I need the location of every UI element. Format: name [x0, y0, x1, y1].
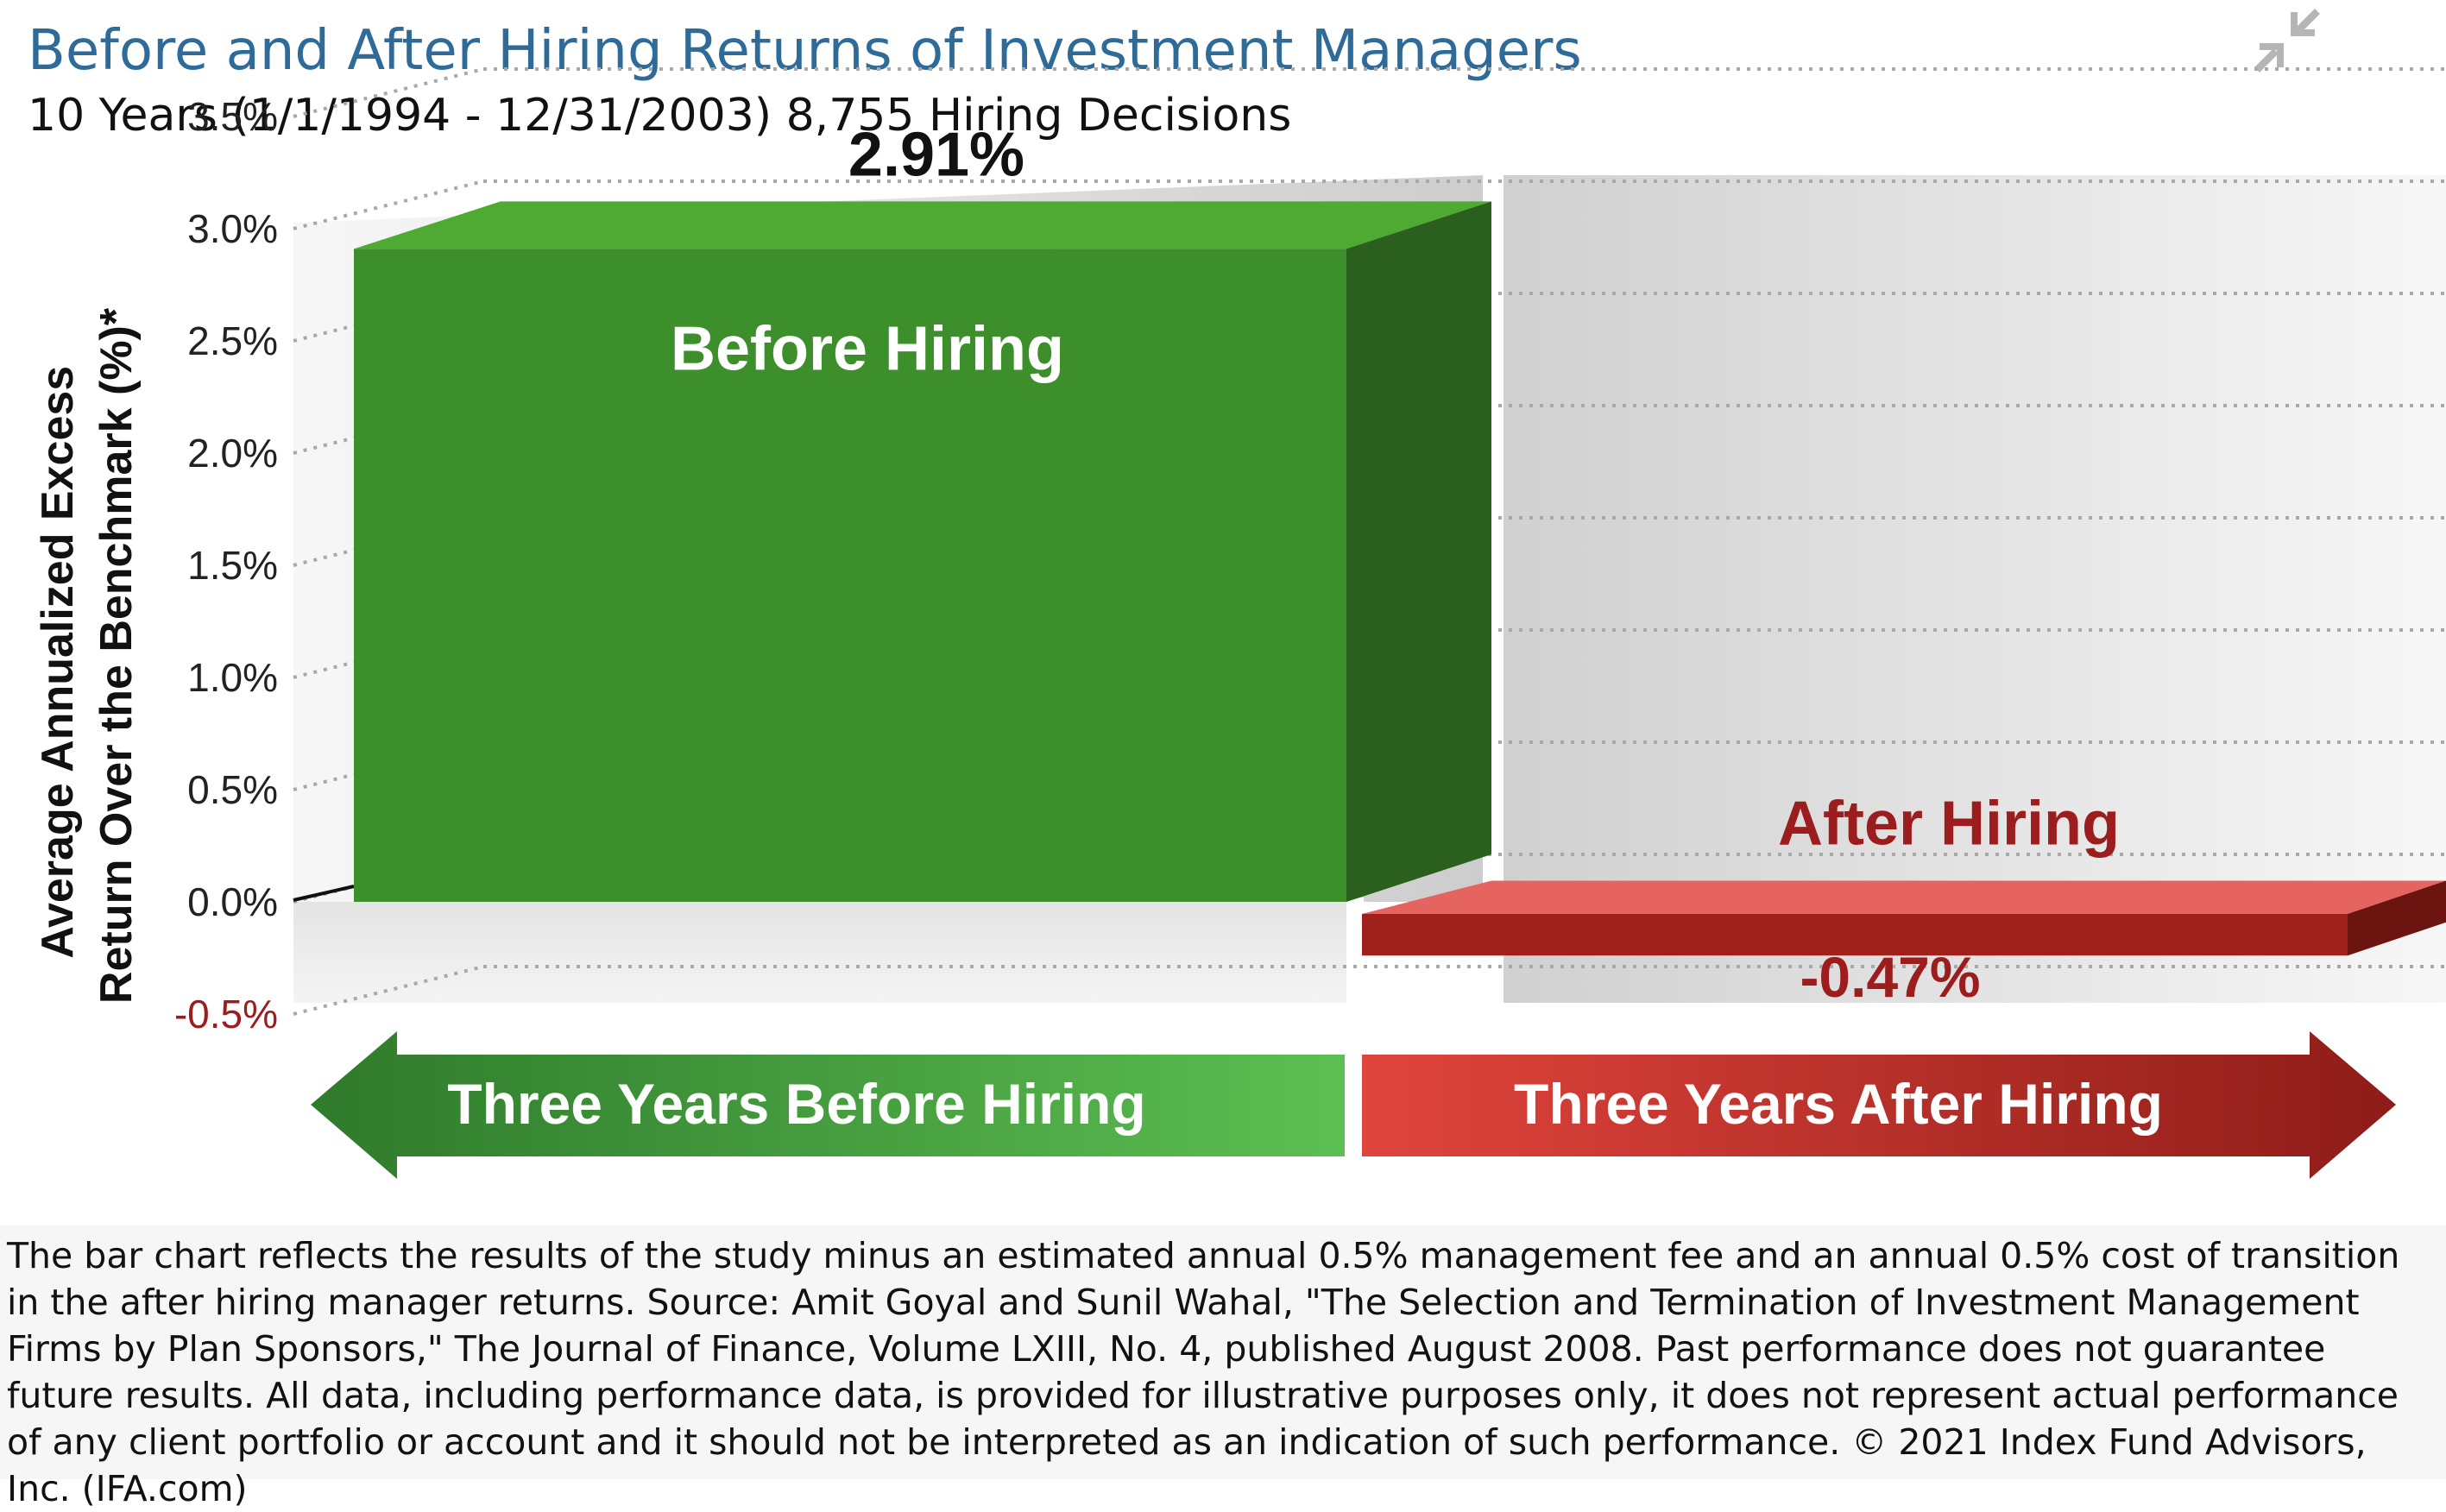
y-tick-label: 2.0% [187, 431, 278, 476]
y-tick-label: 2.5% [187, 318, 278, 363]
y-axis-ticks: -0.5% 0.0% 0.5% 1.0% 1.5% 2.0% 2.5% 3.0% 3.5% [174, 94, 278, 1036]
gridline-left [293, 180, 484, 230]
arrow-before-period [311, 1031, 1345, 1179]
bar-after-side [2348, 880, 2446, 956]
gridline-left [293, 740, 484, 791]
y-tick-label: 0.0% [187, 879, 278, 924]
gridline-left [293, 628, 484, 679]
y-axis-label-line1: Average Annualized Excess [33, 366, 83, 959]
bar-before-top [354, 201, 1491, 249]
bar-category-label: After Hiring [1778, 790, 2120, 859]
gridline-left [293, 404, 484, 455]
chart-area: -0.5% 0.0% 0.5% 1.0% 1.5% 2.0% 2.5% 3.0% 3.5% Av… [33, 67, 2446, 1179]
y-tick-label: 0.5% [187, 767, 278, 812]
bar-before-hiring [354, 249, 1346, 902]
period-arrows: Three Years Before Hiring Three Years Aft… [311, 1031, 2396, 1179]
y-axis-label-line2: Return Over the Benchmark (%)* [91, 307, 142, 1004]
y-tick-label: -0.5% [174, 992, 278, 1036]
chart-title: Before and After Hiring Returns of Inves… [28, 19, 1582, 83]
zero-axis-line [293, 885, 355, 902]
gridline-left [293, 67, 484, 118]
arrow-after-period [1362, 1031, 2396, 1179]
y-tick-label: 1.0% [187, 655, 278, 700]
y-tick-label: 3.0% [187, 206, 278, 251]
period-label-before: Three Years Before Hiring [447, 1072, 1145, 1136]
collapse-arrows-icon[interactable] [2253, 5, 2322, 74]
gridline-left [293, 965, 484, 1016]
footnote: The bar chart reflects the results of th… [0, 1225, 2446, 1509]
chart-subtitle: 10 Years (1/1/1994 - 12/31/2003) 8,755 H… [28, 90, 1292, 142]
y-tick-label: 3.5% [187, 94, 278, 139]
bar-data-label: 2.91% [848, 120, 1024, 189]
gridline-left [293, 292, 484, 343]
bar-after-hiring [1362, 914, 2348, 956]
gridline-left [293, 516, 484, 567]
bar-category-label: Before Hiring [671, 314, 1064, 383]
period-label-after: Three Years After Hiring [1514, 1072, 2163, 1136]
bars: Before Hiring 2.91% After Hiring -0.47% [354, 120, 2446, 1009]
gridlines [293, 67, 2446, 1016]
y-axis-label: Average Annualized Excess Return Over th… [33, 307, 142, 1004]
bar-after-top [1362, 880, 2446, 914]
bar-before-side [1346, 201, 1491, 902]
y-tick-label: 1.5% [187, 543, 278, 588]
bar-data-label: -0.47% [1800, 945, 1980, 1009]
